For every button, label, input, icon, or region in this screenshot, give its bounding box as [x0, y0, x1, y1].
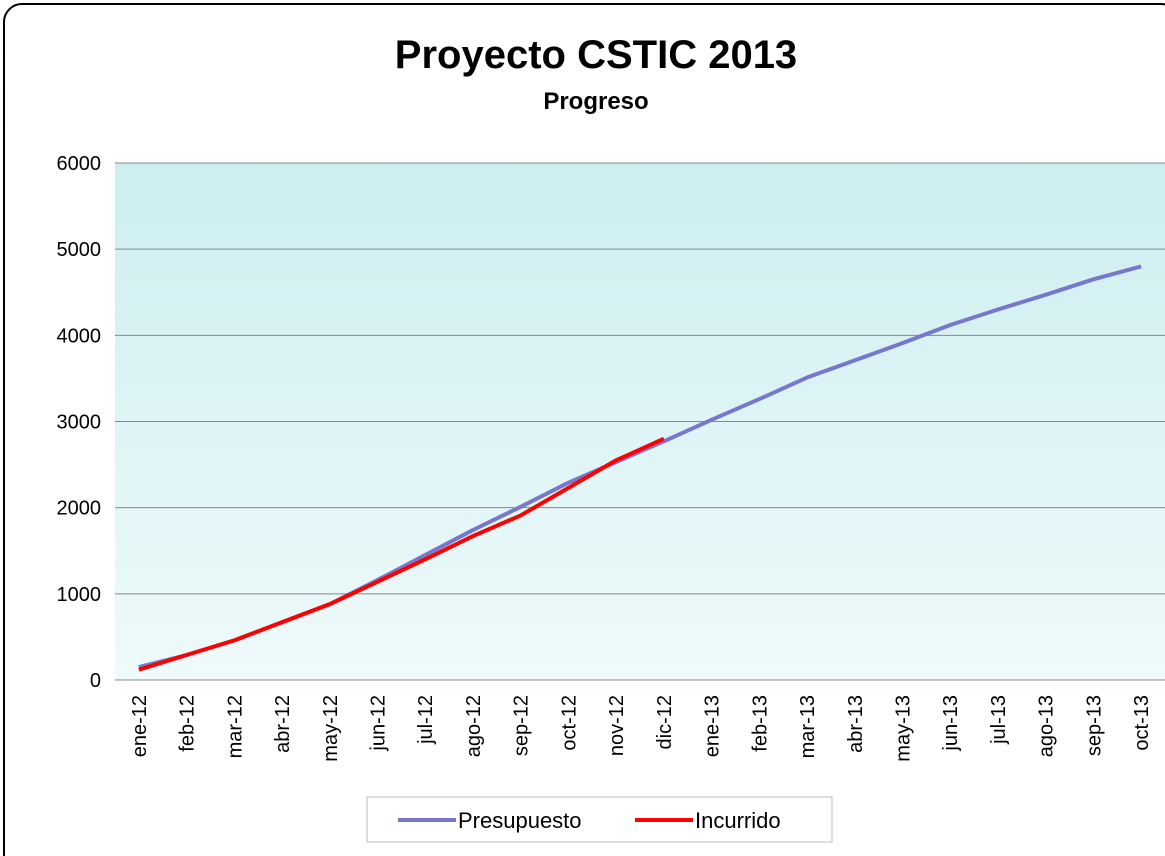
x-tick-label: mar-12 — [224, 695, 246, 758]
series-line — [138, 436, 665, 672]
x-tick-label: jun-12 — [368, 695, 390, 752]
x-tick-label: jul-13 — [988, 695, 1010, 745]
x-tick-label: may-12 — [320, 695, 342, 762]
x-tick-label: nov-12 — [606, 695, 628, 756]
x-tick-label: feb-12 — [177, 695, 199, 752]
chart-subtitle: Progreso — [543, 88, 648, 115]
x-tick-label: jul-12 — [415, 695, 437, 745]
x-tick-label: oct-13 — [1131, 695, 1153, 751]
x-tick-label: abr-12 — [272, 695, 294, 753]
x-tick-label: ago-13 — [1036, 695, 1058, 757]
legend-label: Presupuesto — [458, 808, 582, 833]
x-tick-label: mar-13 — [797, 695, 819, 758]
y-tick-label: 3000 — [57, 412, 102, 434]
x-tick-label: abr-13 — [845, 695, 867, 753]
x-tick-label: feb-13 — [749, 695, 771, 752]
legend-label: Incurrido — [695, 808, 781, 833]
x-tick-label: may-13 — [893, 695, 915, 762]
y-tick-label: 4000 — [57, 325, 102, 347]
x-tick-label: dic-12 — [654, 695, 676, 749]
x-tick-label: ene-13 — [702, 695, 724, 757]
y-tick-label: 1000 — [57, 584, 102, 606]
x-tick-label: oct-12 — [558, 695, 580, 751]
x-tick-label: sep-13 — [1083, 695, 1105, 756]
y-tick-label: 5000 — [57, 239, 102, 261]
chart-title: Proyecto CSTIC 2013 — [395, 33, 797, 77]
x-tick-label: ene-12 — [129, 695, 151, 757]
x-tick-label: ago-12 — [463, 695, 485, 757]
y-tick-label: 2000 — [57, 498, 102, 520]
x-tick-label: sep-12 — [511, 695, 533, 756]
y-tick-label: 6000 — [57, 153, 102, 175]
x-tick-label: jun-13 — [940, 695, 962, 752]
y-tick-label: 0 — [90, 670, 101, 692]
